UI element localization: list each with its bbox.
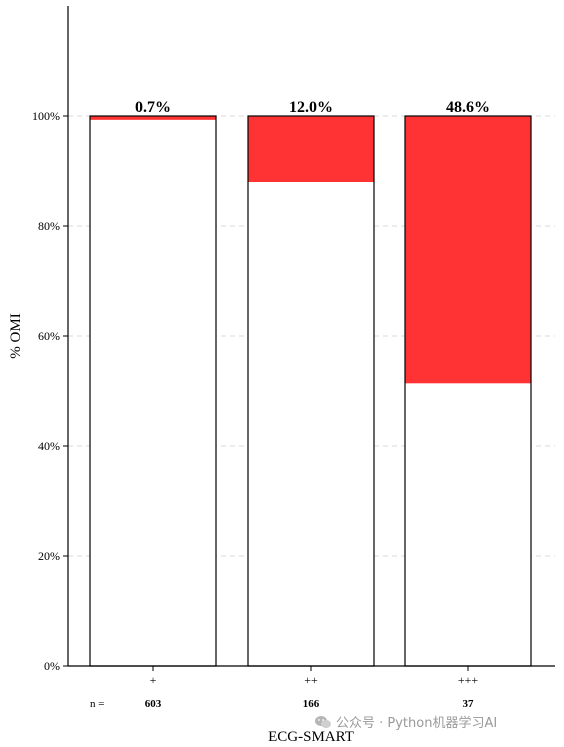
bar-percent-label: 12.0%	[289, 99, 333, 116]
n-value: 37	[463, 698, 475, 710]
y-tick-label: 20%	[38, 549, 60, 563]
y-tick-label: 0%	[44, 659, 60, 673]
y-tick-label: 80%	[38, 219, 60, 233]
watermark-text: 公众号 · Python机器学习AI	[336, 716, 498, 731]
axes	[63, 6, 555, 671]
bar-segment-non-omi	[405, 383, 531, 666]
bar-segment-omi	[248, 116, 374, 182]
n-value: 603	[145, 698, 162, 710]
y-tick-label: 60%	[38, 329, 60, 343]
x-tick-label: +++	[458, 673, 479, 687]
bar-segment-non-omi	[248, 182, 374, 666]
bar-percent-label: 48.6%	[446, 99, 490, 116]
y-axis-title: % OMI	[8, 313, 24, 358]
bar-percent-label: 0.7%	[135, 99, 171, 116]
x-tick-label: ++	[304, 673, 318, 687]
y-tick-label: 40%	[38, 439, 60, 453]
bar-segment-non-omi	[90, 119, 216, 667]
watermark: 公众号 · Python机器学习AI	[314, 712, 497, 731]
wechat-icon	[315, 716, 331, 728]
bars	[89, 115, 532, 667]
labels: 0.7% +603 12.0% ++ 166 48.6% +++ 37 0% 20% 40% 60% 8…	[32, 99, 490, 710]
y-tick-label: 100%	[32, 109, 60, 123]
x-axis-title: ECG-SMART	[268, 729, 354, 745]
bar-segment-omi	[90, 116, 216, 120]
bar-segment-omi	[405, 116, 531, 384]
n-value: 166	[303, 698, 320, 710]
n-prefix: n =	[90, 698, 104, 710]
x-tick-label: +	[150, 673, 157, 687]
